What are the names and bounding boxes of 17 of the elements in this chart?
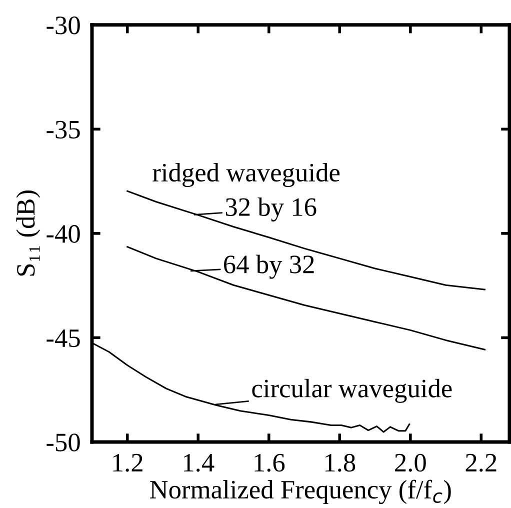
x-tick-label: 1.2 <box>113 454 142 472</box>
y-tick-label: -35 <box>46 120 80 139</box>
y-tick-label: -50 <box>46 434 80 452</box>
x-tick-label: 2.0 <box>395 454 426 472</box>
x-tick-label: 1.4 <box>184 454 214 472</box>
x-tick-label: 1.6 <box>254 454 285 472</box>
x-tick-label: 1.8 <box>325 454 356 472</box>
annotation: circular waveguide <box>252 378 452 403</box>
annotation: 32 by 16 <box>226 197 316 222</box>
y-tick-label: -30 <box>46 16 80 34</box>
annotation: 64 by 32 <box>224 254 314 279</box>
y-tick-label: -45 <box>46 329 80 348</box>
y-axis-title: S₁₁ (dB) <box>16 190 40 276</box>
y-tick-label: -40 <box>46 225 80 243</box>
x-axis-title: Normalized Frequency (f/f$_{c}$) <box>150 480 451 504</box>
x-tick-label: 2.2 <box>466 454 496 472</box>
annotation: ridged waveguide <box>152 163 340 188</box>
